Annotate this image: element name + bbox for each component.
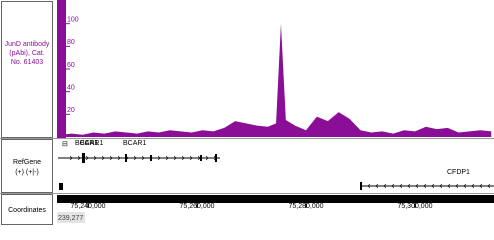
strand-arrow	[205, 155, 209, 161]
strand-arrow	[165, 155, 169, 161]
x-tick-label: 75,280,000	[288, 203, 323, 210]
strand-arrow	[399, 183, 403, 189]
strand-arrow	[181, 155, 185, 161]
exon	[59, 183, 63, 190]
exon	[200, 155, 202, 161]
gene-label: BCAR1	[80, 140, 103, 147]
strand-arrow	[141, 155, 145, 161]
strand-arrow	[391, 183, 395, 189]
strand-arrow	[423, 183, 427, 189]
strand-arrow	[125, 155, 129, 161]
background	[0, 0, 494, 226]
strand-arrow	[213, 155, 217, 161]
strand-arrow	[117, 155, 121, 161]
coordinates-label: Coordinates	[8, 207, 46, 214]
y-tick-label: 40	[67, 85, 75, 92]
x-tick-label: 75,240,000	[71, 203, 106, 210]
strand-arrow	[197, 155, 201, 161]
strand-arrow	[157, 155, 161, 161]
refgene-label: RefGene	[13, 159, 41, 166]
position: 239,277	[58, 215, 83, 222]
strand-arrow	[149, 155, 153, 161]
y-tick-label: 100	[67, 17, 79, 24]
strand-arrow	[431, 183, 435, 189]
strand-arrow	[487, 183, 491, 189]
track-label-box	[1, 139, 53, 193]
page: {"chart_data": {"type": "area", "track_l…	[0, 0, 494, 226]
refgene-strand: (+) (+|-)	[15, 169, 39, 176]
exon	[360, 182, 362, 190]
strand-arrow	[439, 183, 443, 189]
position-box	[57, 212, 85, 223]
strand-arrow	[415, 183, 419, 189]
scale-bar	[57, 0, 66, 138]
strand-arrow	[189, 155, 193, 161]
strand-arrow	[69, 155, 73, 161]
gene-label: CFDP1	[447, 169, 470, 176]
chromosome-bar	[57, 195, 494, 203]
y-tick-label: 60	[67, 62, 75, 69]
strand-arrow	[455, 183, 459, 189]
gene-label: BCAR1	[123, 140, 146, 147]
genome-browser: JunD antibody (pAbi), Cat. No. 61403 Ref…	[0, 0, 494, 226]
strand-arrow	[173, 155, 177, 161]
track-label: JunD antibody (pAbi), Cat. No. 61403	[4, 41, 50, 66]
exon	[150, 155, 152, 161]
strand-arrow	[367, 183, 371, 189]
strand-arrow	[93, 155, 97, 161]
strand-arrow	[407, 183, 411, 189]
x-tick-label: 75,300,000	[397, 203, 432, 210]
exon	[82, 153, 85, 163]
strand-arrow	[77, 155, 81, 161]
y-tick-label: 20	[67, 107, 75, 114]
x-tick-label: 75,260,000	[180, 203, 215, 210]
exon	[125, 154, 127, 162]
strand-arrow	[133, 155, 137, 161]
strand-arrow	[471, 183, 475, 189]
strand-arrow	[447, 183, 451, 189]
strand-arrow	[479, 183, 483, 189]
track-label-box	[1, 1, 53, 138]
track-label-text: JunD antibody (pAbi), Cat. No. 61403	[4, 41, 50, 66]
y-tick-label: 80	[67, 39, 75, 46]
strand-arrow	[109, 155, 113, 161]
strand-arrow	[101, 155, 105, 161]
gene-label: BCAR1	[75, 140, 98, 147]
collapse-icon: ⊟	[62, 141, 68, 148]
strand-arrow	[383, 183, 387, 189]
track-label-box	[1, 194, 53, 225]
strand-arrow	[463, 183, 467, 189]
strand-arrow	[85, 155, 89, 161]
strand-arrow	[375, 183, 379, 189]
